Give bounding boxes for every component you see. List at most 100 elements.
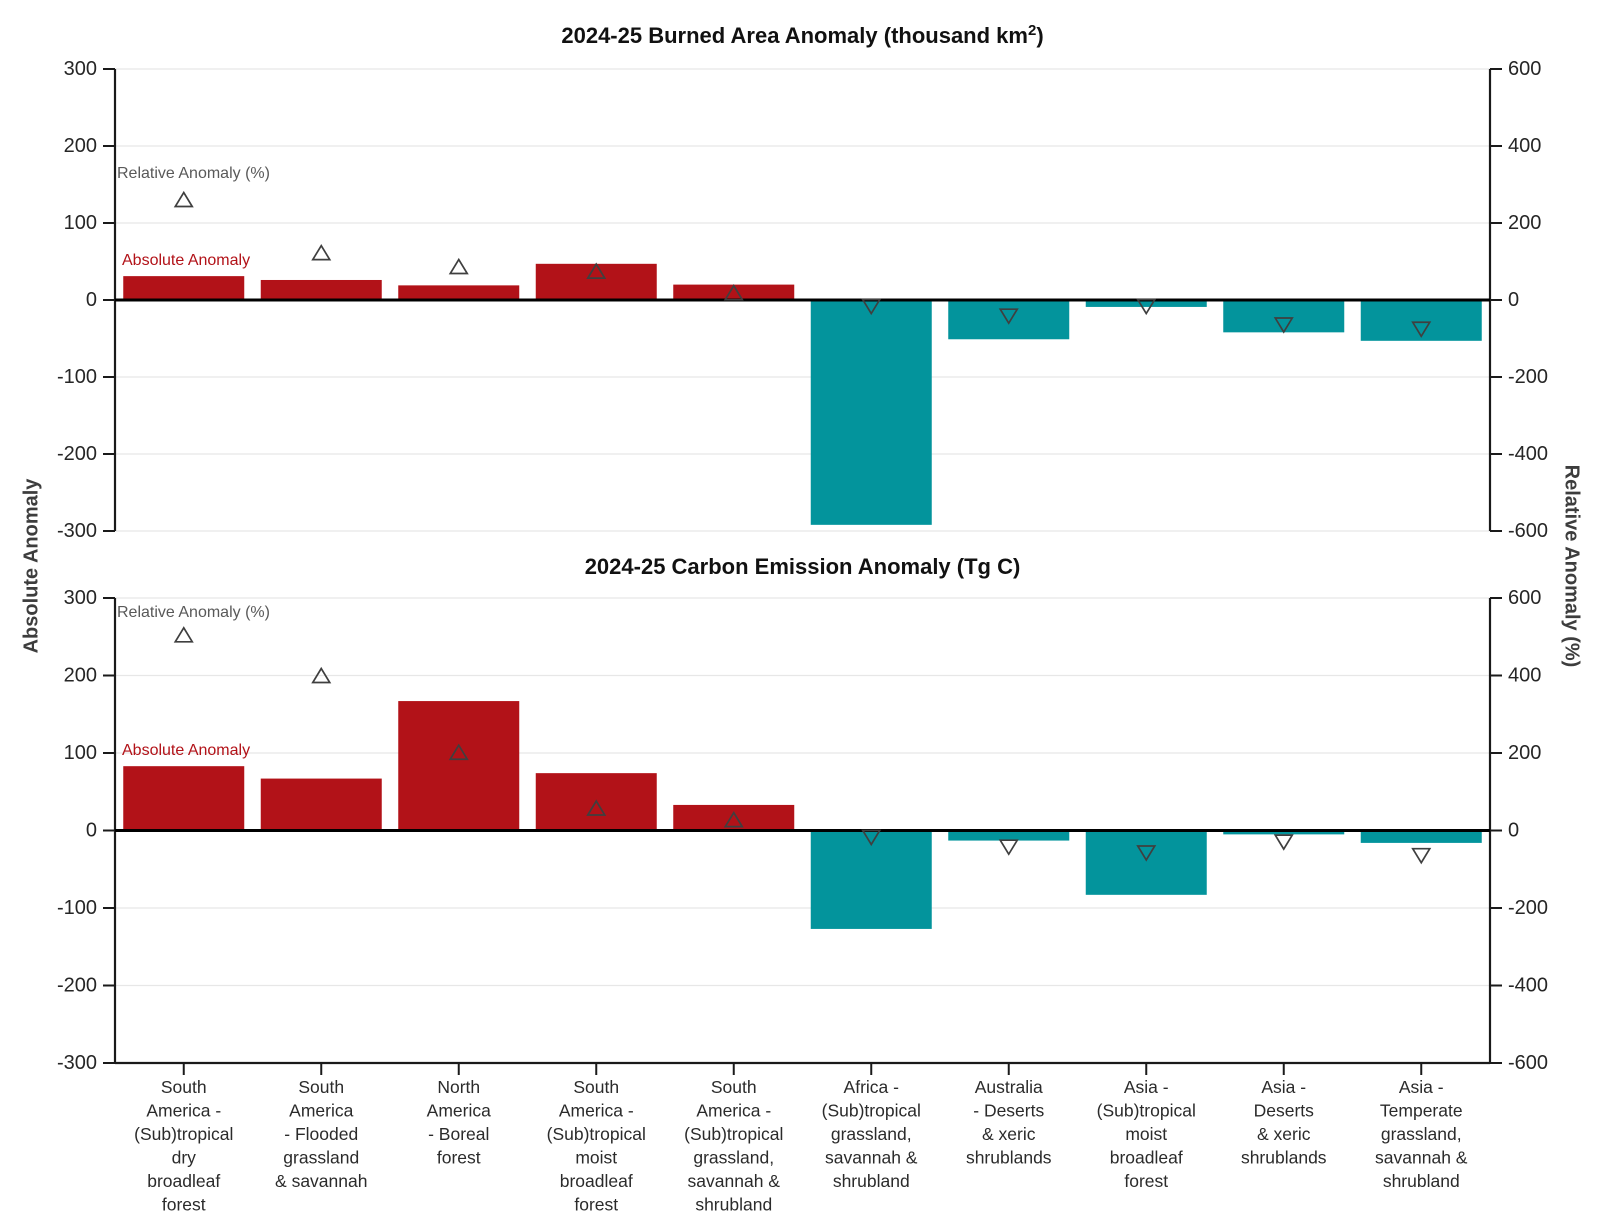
category-label: (Sub)tropical — [684, 1124, 783, 1144]
category-label: (Sub)tropical — [547, 1124, 646, 1144]
bar — [1085, 830, 1207, 895]
category-label: (Sub)tropical — [134, 1124, 233, 1144]
category-label: - Deserts — [973, 1101, 1044, 1121]
chart-title: 2024-25 Carbon Emission Anomaly (Tg C) — [585, 554, 1021, 579]
category-label: America - — [559, 1101, 634, 1121]
left-axis-tick-label: -100 — [57, 897, 97, 919]
absolute-anomaly-annotation: Absolute Anomaly — [122, 742, 250, 759]
right-axis-tick-label: 0 — [1508, 289, 1519, 311]
absolute-anomaly-annotation: Absolute Anomaly — [122, 252, 250, 269]
bar — [948, 830, 1070, 841]
chart-title: 2024-25 Burned Area Anomaly (thousand km… — [561, 22, 1043, 48]
triangle-up-marker — [311, 666, 332, 684]
right-axis-tick-label: 600 — [1508, 58, 1541, 80]
left-axis-tick-label: -100 — [57, 366, 97, 388]
category-label: South — [298, 1077, 344, 1097]
category-label: South — [711, 1077, 757, 1097]
category-label: - Flooded — [284, 1124, 358, 1144]
category-label: moist — [575, 1148, 617, 1168]
right-axis-tick-label: 200 — [1508, 742, 1541, 764]
relative-anomaly-annotation: Relative Anomaly (%) — [117, 604, 270, 621]
category-label: shrubland — [1383, 1171, 1460, 1191]
category-label: shrubland — [833, 1171, 910, 1191]
bar — [673, 284, 795, 300]
triangle-up-marker — [311, 244, 332, 261]
category-label: America - — [146, 1101, 221, 1121]
left-axis-tick-label: 100 — [64, 212, 97, 234]
category-label: shrubland — [695, 1195, 772, 1215]
left-axis-title: Absolute Anomaly — [20, 478, 43, 654]
triangle-down-marker — [1411, 847, 1432, 865]
category-label: forest — [574, 1195, 618, 1215]
triangle-down-marker — [861, 298, 882, 316]
triangle-up-marker — [723, 284, 744, 301]
category-label: savannah & — [1375, 1148, 1468, 1168]
left-axis-tick-label: -300 — [57, 520, 97, 542]
category-label: broadleaf — [560, 1171, 633, 1191]
category-label: Australia — [975, 1077, 1043, 1097]
bar — [1085, 300, 1207, 307]
category-label: - Boreal — [428, 1124, 489, 1144]
triangle-down-marker — [1136, 298, 1157, 316]
category-label: savannah & — [825, 1148, 918, 1168]
category-label: Temperate — [1380, 1101, 1463, 1121]
category-label: forest — [162, 1195, 206, 1215]
bottom-chart: 300 200 100 0 -100 -200 -300 600 400 200 0 -200 -400… — [57, 554, 1548, 1215]
category-label: grassland, — [831, 1124, 912, 1144]
right-axis-tick-label: 200 — [1508, 212, 1541, 234]
category-label: (Sub)tropical — [822, 1101, 921, 1121]
category-label: dry — [172, 1148, 197, 1168]
category-label: America — [289, 1101, 353, 1121]
relative-anomaly-annotation: Relative Anomaly (%) — [117, 165, 270, 182]
triangle-down-marker — [1273, 317, 1294, 334]
left-axis-tick-label: 0 — [86, 820, 97, 842]
left-axis-tick-label: 300 — [64, 587, 97, 609]
bar — [260, 279, 382, 300]
triangle-down-marker — [1136, 845, 1157, 862]
category-label: grassland, — [1381, 1124, 1462, 1144]
right-axis-title: Relative Anomaly (%) — [1560, 464, 1583, 668]
category-label: Asia - — [1124, 1077, 1169, 1097]
category-label: broadleaf — [1110, 1148, 1183, 1168]
category-label: (Sub)tropical — [1097, 1101, 1196, 1121]
bar — [810, 300, 932, 525]
category-label: Asia - — [1261, 1077, 1306, 1097]
triangle-up-marker — [448, 257, 469, 275]
triangle-down-marker — [1411, 321, 1432, 338]
right-axis-tick-label: -200 — [1508, 366, 1548, 388]
category-label: South — [573, 1077, 619, 1097]
category-label: forest — [437, 1148, 481, 1168]
triangle-up-marker — [173, 190, 194, 208]
category-label: forest — [1124, 1171, 1168, 1191]
triangle-up-marker — [448, 743, 469, 761]
category-label: moist — [1125, 1124, 1167, 1144]
category-label: Asia - — [1399, 1077, 1444, 1097]
bar — [123, 766, 245, 831]
top-chart: 300 200 100 0 -100 -200 -300 600 400 200 0 -200 -400… — [57, 22, 1548, 542]
right-axis-tick-label: 400 — [1508, 135, 1541, 157]
right-axis-tick-label: 600 — [1508, 587, 1541, 609]
bar — [810, 830, 932, 929]
triangle-down-marker — [998, 839, 1019, 856]
left-axis-tick-label: 100 — [64, 742, 97, 764]
bar — [535, 263, 657, 300]
left-axis-tick-label: -200 — [57, 443, 97, 465]
category-label: America — [427, 1101, 491, 1121]
bar — [398, 701, 520, 831]
right-axis-tick-label: -400 — [1508, 443, 1548, 465]
right-axis-tick-label: -600 — [1508, 1052, 1548, 1074]
left-axis-tick-label: -300 — [57, 1052, 97, 1074]
category-label: savannah & — [688, 1171, 781, 1191]
category-label: & xeric — [1257, 1124, 1311, 1144]
category-label: America - — [696, 1101, 771, 1121]
category-label: & savannah — [275, 1171, 367, 1191]
left-axis-tick-label: 0 — [86, 289, 97, 311]
category-label: Africa - — [844, 1077, 900, 1097]
bar — [123, 276, 245, 300]
category-label: South — [161, 1077, 207, 1097]
bar — [260, 778, 382, 831]
bar — [1360, 300, 1482, 341]
triangle-up-marker — [723, 811, 744, 828]
